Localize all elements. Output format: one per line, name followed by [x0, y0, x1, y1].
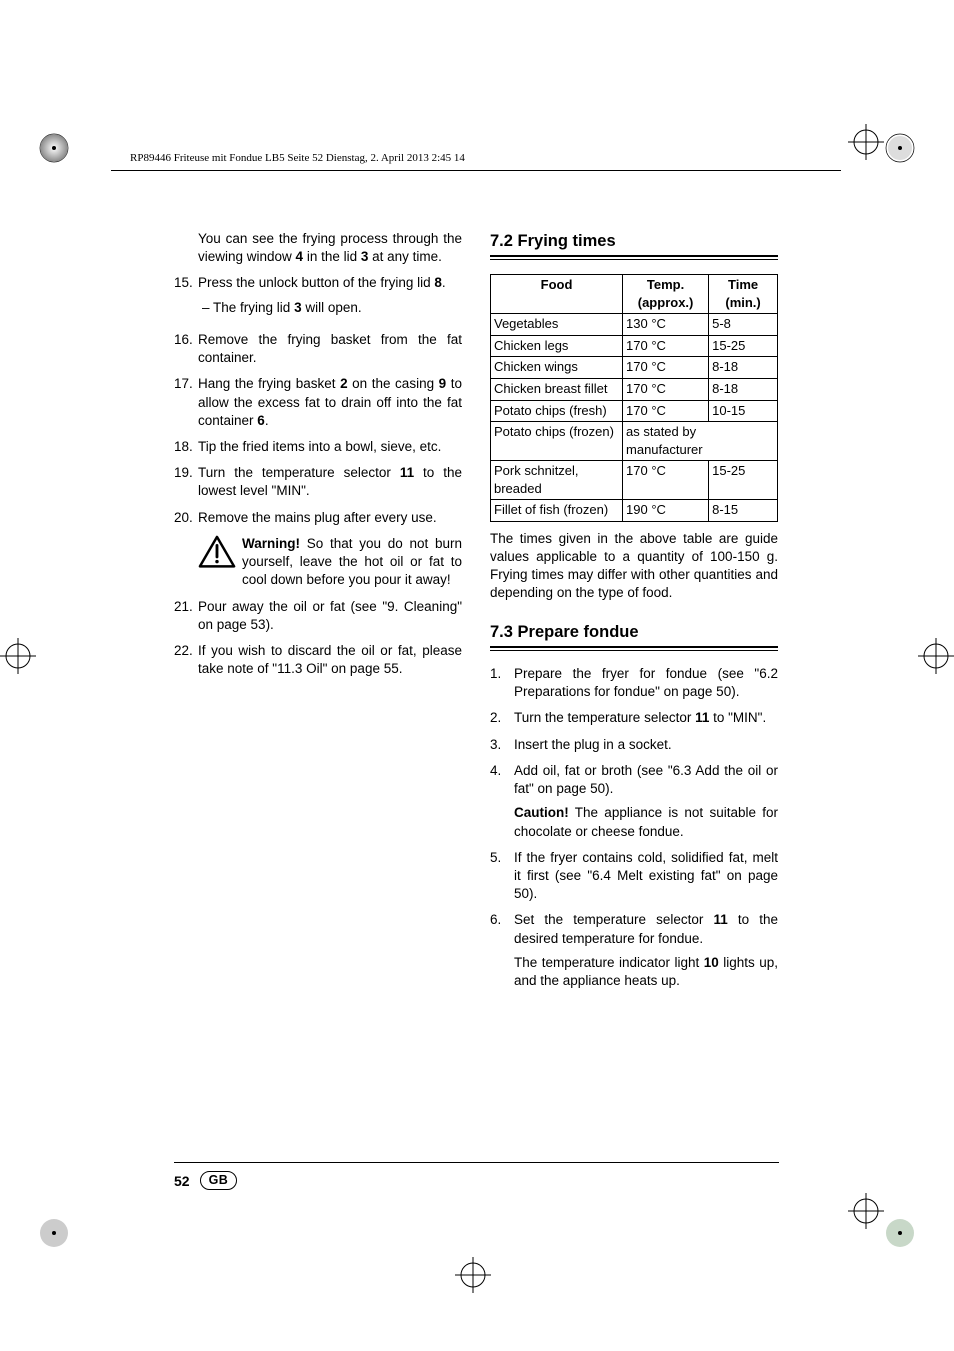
step-number: 1. — [490, 665, 514, 701]
registration-mark-icon — [36, 1215, 72, 1251]
fondue-steps: 1.Prepare the fryer for fondue (see "6.2… — [490, 665, 778, 990]
instruction-steps: 15. Press the unlock button of the fryin… — [174, 274, 462, 526]
registration-mark-icon — [882, 130, 918, 166]
step-number: 19. — [174, 464, 198, 500]
table-row: Chicken breast fillet170 °C8-18 — [491, 379, 778, 401]
step-text: If you wish to discard the oil or fat, p… — [198, 642, 462, 678]
warning-triangle-icon — [198, 535, 236, 569]
step-number: 21. — [174, 598, 198, 634]
table-row-merged: Potato chips (frozen) as stated by manuf… — [491, 422, 778, 461]
caution-text: Caution! The appliance is not suitable f… — [514, 804, 778, 840]
step-text: Insert the plug in a socket. — [514, 736, 778, 754]
step-text: Set the temperature selector 11 to the d… — [514, 912, 778, 945]
step-number: 20. — [174, 509, 198, 527]
step-17: 17.Hang the frying basket 2 on the casin… — [174, 375, 462, 430]
step-number: 18. — [174, 438, 198, 456]
registration-mark-icon — [882, 1215, 918, 1251]
registration-mark-icon — [455, 1257, 491, 1293]
header-rule — [111, 170, 841, 171]
step-18: 18.Tip the fried items into a bowl, siev… — [174, 438, 462, 456]
step-sub: – The frying lid 3 will open. — [198, 299, 462, 317]
step-text: Prepare the fryer for fondue (see "6.2 P… — [514, 665, 778, 701]
step-text: Press the unlock button of the frying li… — [198, 275, 446, 290]
step-number: 16. — [174, 331, 198, 367]
step-text: Remove the frying basket from the fat co… — [198, 331, 462, 367]
fondue-step-3: 3.Insert the plug in a socket. — [490, 736, 778, 754]
heading-rule-thin — [490, 259, 778, 260]
step-text: Add oil, fat or broth (see "6.3 Add the … — [514, 763, 778, 796]
table-header-row: Food Temp. (approx.) Time (min.) — [491, 275, 778, 314]
step-number: 2. — [490, 709, 514, 727]
step-number: 6. — [490, 911, 514, 990]
step-number: 3. — [490, 736, 514, 754]
fondue-step-6: 6. Set the temperature selector 11 to th… — [490, 911, 778, 990]
table-body: Vegetables130 °C5-8 Chicken legs170 °C15… — [491, 314, 778, 521]
step-text: If the fryer contains cold, solidified f… — [514, 849, 778, 904]
table-header: Food — [491, 275, 623, 314]
step-text: Pour away the oil or fat (see "9. Cleani… — [198, 598, 462, 634]
page-number: 52 — [174, 1173, 190, 1189]
table-row: Pork schnitzel, breaded170 °C15-25 — [491, 461, 778, 500]
step-text: Remove the mains plug after every use. — [198, 509, 462, 527]
step-text: Turn the temperature selector 11 to "MIN… — [514, 709, 778, 727]
page-footer: 52 GB — [174, 1162, 779, 1190]
table-row: Potato chips (fresh)170 °C10-15 — [491, 400, 778, 422]
fondue-step-5: 5.If the fryer contains cold, solidified… — [490, 849, 778, 904]
table-cell: as stated by manufacturer — [623, 422, 778, 461]
left-column: You can see the frying process through t… — [174, 230, 462, 1190]
step-15: 15. Press the unlock button of the fryin… — [174, 274, 462, 322]
table-cell: Potato chips (frozen) — [491, 422, 623, 461]
table-note: The times given in the above table are g… — [490, 530, 778, 603]
registration-mark-icon — [36, 130, 72, 166]
step-number: 15. — [174, 274, 198, 322]
section-heading-7-2: 7.2 Frying times — [490, 230, 778, 252]
step-text: Tip the fried items into a bowl, sieve, … — [198, 438, 462, 456]
print-header: RP89446 Friteuse mit Fondue LB5 Seite 52… — [130, 152, 465, 164]
warning-text: Warning! So that you do not burn yoursel… — [242, 535, 462, 590]
lead-paragraph: You can see the frying process through t… — [174, 230, 462, 266]
fondue-step-1: 1.Prepare the fryer for fondue (see "6.2… — [490, 665, 778, 701]
page-content: You can see the frying process through t… — [174, 230, 779, 1190]
step-22: 22.If you wish to discard the oil or fat… — [174, 642, 462, 678]
footer-rule — [174, 1162, 779, 1163]
step-16: 16.Remove the frying basket from the fat… — [174, 331, 462, 367]
step-number: 5. — [490, 849, 514, 904]
table-header: Time (min.) — [709, 275, 778, 314]
table-header: Temp. (approx.) — [623, 275, 709, 314]
heading-rule-thick — [490, 255, 778, 257]
step-21: 21.Pour away the oil or fat (see "9. Cle… — [174, 598, 462, 634]
registration-mark-icon — [918, 638, 954, 674]
heading-rule-thick — [490, 646, 778, 648]
table-row: Vegetables130 °C5-8 — [491, 314, 778, 336]
registration-mark-icon — [848, 1193, 884, 1229]
registration-mark-icon — [848, 124, 884, 160]
step-number: 4. — [490, 762, 514, 841]
step-text: Turn the temperature selector 11 to the … — [198, 464, 462, 500]
step-number: 22. — [174, 642, 198, 678]
warning-block: Warning! So that you do not burn yoursel… — [174, 535, 462, 590]
country-badge: GB — [200, 1171, 238, 1190]
fondue-step-2: 2.Turn the temperature selector 11 to "M… — [490, 709, 778, 727]
step-20: 20.Remove the mains plug after every use… — [174, 509, 462, 527]
table-row: Fillet of fish (frozen)190 °C8-15 — [491, 500, 778, 522]
registration-mark-icon — [0, 638, 36, 674]
heading-rule-thin — [490, 650, 778, 651]
fondue-step-4: 4. Add oil, fat or broth (see "6.3 Add t… — [490, 762, 778, 841]
table-row: Chicken wings170 °C8-18 — [491, 357, 778, 379]
frying-times-table: Food Temp. (approx.) Time (min.) Vegetab… — [490, 274, 778, 522]
step-19: 19.Turn the temperature selector 11 to t… — [174, 464, 462, 500]
section-heading-7-3: 7.3 Prepare fondue — [490, 621, 778, 643]
instruction-steps-cont: 21.Pour away the oil or fat (see "9. Cle… — [174, 598, 462, 679]
step-text: Hang the frying basket 2 on the casing 9… — [198, 375, 462, 430]
step-note: The temperature indicator light 10 light… — [514, 954, 778, 990]
step-number: 17. — [174, 375, 198, 430]
table-row: Chicken legs170 °C15-25 — [491, 335, 778, 357]
right-column: 7.2 Frying times Food Temp. (approx.) Ti… — [490, 230, 778, 1190]
